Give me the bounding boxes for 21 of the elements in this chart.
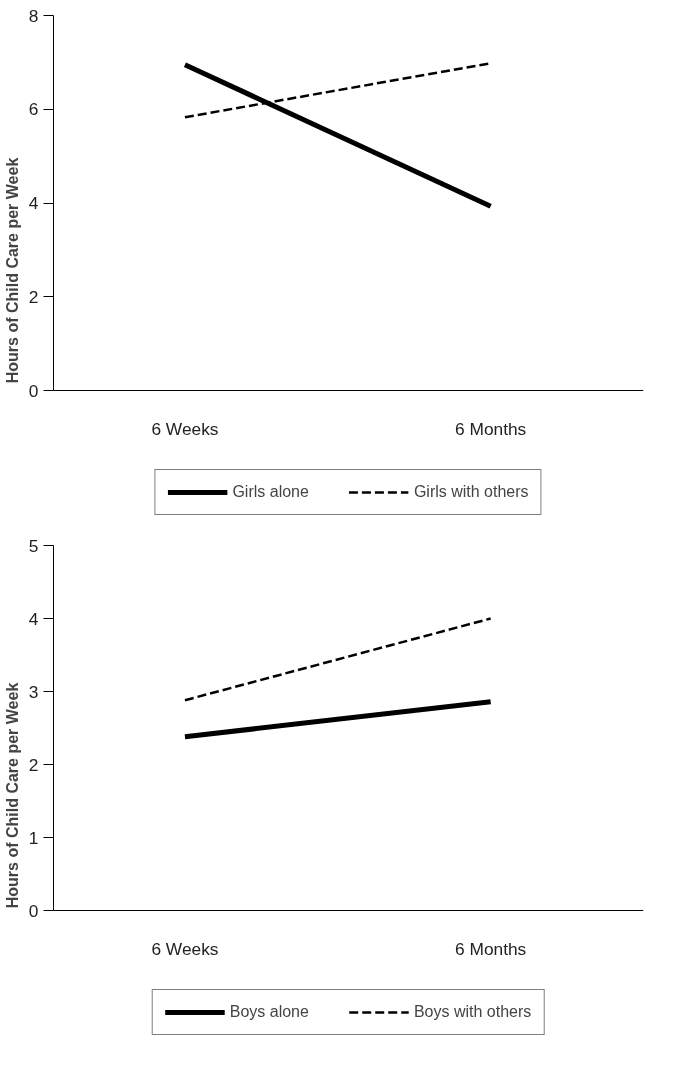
y-tick-label: 2: [28, 286, 39, 307]
y-axis-title: Hours of Child Care per Week: [3, 157, 21, 384]
legend-label: Girls alone: [232, 482, 309, 502]
y-tick-label: 5: [28, 535, 39, 556]
y-tick-label: 6: [28, 99, 39, 120]
y-tick-label: 4: [28, 608, 39, 629]
y-tick-label: 3: [28, 681, 39, 702]
y-tick-label: 8: [28, 5, 39, 26]
legend-label: Girls with others: [413, 482, 529, 502]
x-tick-label: 6 Months: [455, 938, 527, 959]
x-tick-label: 6 Months: [455, 418, 527, 439]
x-tick-label: 6 Weeks: [151, 938, 219, 959]
y-tick-label: 1: [28, 827, 39, 848]
y-tick-label: 2: [28, 754, 39, 775]
y-axis-title: Hours of Child Care per Week: [3, 682, 21, 909]
y-tick-label: 4: [28, 193, 39, 213]
y-tick-label: 0: [28, 380, 39, 401]
y-tick-label: 0: [28, 900, 39, 921]
legend-label: Boys alone: [229, 1002, 309, 1022]
x-tick-label: 6 Weeks: [151, 418, 219, 439]
legend-label: Boys with others: [413, 1002, 532, 1022]
